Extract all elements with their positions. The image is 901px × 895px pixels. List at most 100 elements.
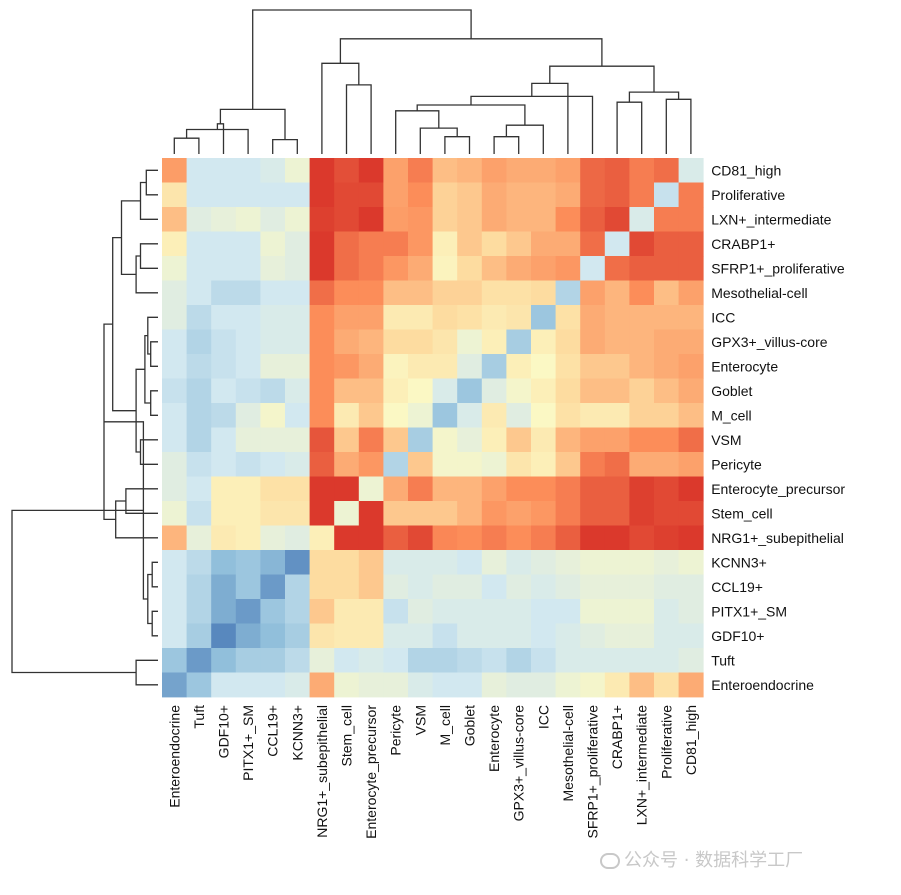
heatmap-cell: [383, 648, 409, 673]
heatmap-cell: [531, 476, 556, 502]
heatmap-cell: [580, 256, 606, 281]
row-label: Proliferative: [711, 187, 785, 203]
heatmap-cell: [555, 354, 581, 379]
heatmap-cell: [678, 648, 704, 673]
heatmap-cell: [457, 574, 483, 600]
heatmap-cell: [531, 378, 556, 404]
heatmap-cell: [531, 452, 556, 477]
row-label: Goblet: [711, 383, 752, 399]
heatmap-cell: [235, 158, 261, 183]
heatmap-cell: [309, 231, 335, 257]
heatmap-cell: [358, 329, 384, 355]
heatmap-cell: [285, 182, 310, 208]
heatmap-cell: [531, 231, 556, 257]
heatmap-cell: [555, 182, 581, 208]
heatmap-cell: [383, 476, 409, 502]
heatmap-cell: [432, 378, 458, 404]
heatmap-cell: [334, 207, 360, 232]
heatmap-cell: [285, 427, 310, 453]
heatmap-cell: [334, 403, 360, 428]
heatmap-cell: [678, 599, 704, 624]
heatmap-cell: [555, 672, 581, 698]
row-label: NRG1+_subepithelial: [711, 530, 844, 546]
heatmap-cell: [358, 403, 384, 428]
heatmap-cell: [186, 452, 212, 477]
heatmap-cell: [678, 354, 704, 379]
dendrogram-link: [531, 82, 569, 154]
wechat-icon: [600, 853, 620, 869]
heatmap-cell: [457, 550, 483, 575]
heatmap-cell: [309, 672, 335, 698]
heatmap-cell: [604, 158, 630, 183]
row-label: SFRP1+_proliferative: [711, 260, 845, 276]
heatmap-cell: [629, 378, 655, 404]
heatmap-cell: [408, 623, 433, 649]
dendrogram-link: [505, 124, 544, 154]
heatmap-cell: [555, 305, 581, 330]
heatmap-cell: [186, 427, 212, 453]
heatmap-cell: [162, 305, 187, 330]
heatmap-cell: [260, 648, 286, 673]
heatmap-cell: [678, 280, 704, 306]
column-label: Tuft: [191, 705, 207, 729]
heatmap-cell: [309, 182, 335, 208]
heatmap-cell: [162, 648, 187, 673]
dendrogram-link: [135, 255, 158, 294]
heatmap-cell: [629, 354, 655, 379]
heatmap-cell: [260, 672, 286, 698]
heatmap-cell: [432, 403, 458, 428]
heatmap-cell: [654, 599, 679, 624]
heatmap-cell: [186, 403, 212, 428]
heatmap-cell: [555, 256, 581, 281]
heatmap-cell: [654, 280, 679, 306]
heatmap-cell: [531, 305, 556, 330]
heatmap-cell: [260, 207, 286, 232]
heatmap-cell: [481, 231, 507, 257]
heatmap-cell: [186, 574, 212, 600]
heatmap-cell: [309, 623, 335, 649]
heatmap-cell: [555, 550, 581, 575]
heatmap-cell: [334, 354, 360, 379]
heatmap-cell: [285, 599, 310, 624]
heatmap-cell: [555, 501, 581, 526]
heatmap-cell: [629, 501, 655, 526]
heatmap-cell: [580, 403, 606, 428]
heatmap-cell: [580, 305, 606, 330]
dendrogram-link: [147, 573, 153, 625]
heatmap-cell: [654, 452, 679, 477]
dendrogram-link: [150, 390, 158, 416]
heatmap-cell: [408, 231, 433, 257]
heatmap-cell: [432, 574, 458, 600]
heatmap-cell: [654, 672, 679, 698]
heatmap-cell: [580, 182, 606, 208]
heatmap-cell: [457, 525, 483, 551]
heatmap-cell: [481, 305, 507, 330]
heatmap-cell: [604, 672, 630, 698]
heatmap-cell: [285, 623, 310, 649]
heatmap-cell: [457, 672, 483, 698]
heatmap-cell: [235, 378, 261, 404]
heatmap-cell: [629, 623, 655, 649]
heatmap-cell: [654, 354, 679, 379]
column-dendrogram: [173, 9, 692, 154]
heatmap-cell: [383, 158, 409, 183]
heatmap-cell: [211, 672, 237, 698]
heatmap-cell: [506, 672, 532, 698]
heatmap-cell: [580, 452, 606, 477]
heatmap-cell: [678, 182, 704, 208]
dendrogram-link: [139, 181, 158, 220]
column-label: Mesothelial-cell: [560, 705, 576, 801]
row-label: Mesothelial-cell: [711, 285, 807, 301]
heatmap-cell: [211, 378, 237, 404]
heatmap-cell: [654, 574, 679, 600]
heatmap-cell: [309, 501, 335, 526]
heatmap-cell: [604, 427, 630, 453]
watermark-text: 公众号 · 数据科学工厂: [624, 850, 804, 871]
heatmap-cell: [604, 501, 630, 526]
heatmap-cell: [408, 599, 433, 624]
heatmap-cell: [235, 452, 261, 477]
heatmap-cell: [285, 354, 310, 379]
dendrogram-link: [151, 610, 158, 637]
heatmap-cell: [383, 452, 409, 477]
